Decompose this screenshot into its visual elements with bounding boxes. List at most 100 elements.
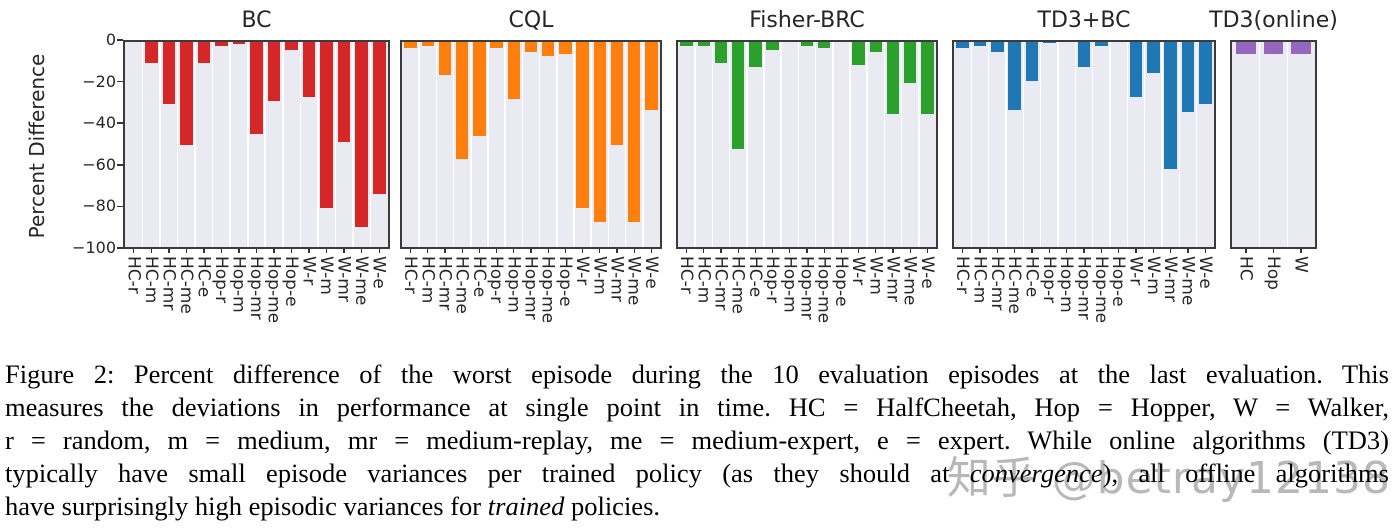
x-tick-mark	[185, 249, 188, 253]
gridline	[352, 42, 354, 247]
gridline	[1286, 42, 1289, 247]
caption-line-2: measures the deviations in performance a…	[5, 391, 1389, 424]
x-tick-mark	[892, 249, 894, 253]
panel-fisher-brc	[676, 40, 938, 249]
bar-hc-me	[732, 42, 745, 149]
bar-hop-mr	[1077, 42, 1091, 67]
y-tick-label: −60	[82, 154, 116, 174]
x-tick-mark	[564, 249, 567, 253]
gridline	[159, 42, 161, 247]
gridline	[866, 42, 868, 247]
gridline	[900, 42, 903, 247]
bar-hop-m	[507, 42, 520, 100]
x-tick-mark	[1065, 249, 1068, 253]
bar-w-m	[869, 42, 882, 53]
x-tick-mark	[840, 249, 843, 253]
x-tick-label: HC-me	[175, 256, 196, 314]
y-tick-label: −80	[82, 196, 116, 216]
x-tick-label: Hop-m	[1056, 256, 1077, 313]
gridline	[435, 42, 438, 247]
bar-hc	[1235, 42, 1256, 55]
x-tick-label: HC-e	[744, 256, 765, 298]
bar-w-e	[1199, 42, 1212, 104]
x-tick-mark	[427, 249, 429, 253]
x-tick-mark	[1135, 249, 1137, 253]
x-tick-label: W-mr	[606, 256, 627, 302]
x-tick-label: HC-e	[193, 256, 214, 298]
x-tick-label: W-r	[1125, 256, 1146, 286]
x-tick-label: W-r	[298, 256, 319, 286]
panel-title: TD3(online)	[1209, 8, 1338, 33]
x-tick-label: HC-r	[676, 256, 697, 294]
bar-hc-me	[1008, 42, 1021, 110]
bar-hc-e	[1025, 42, 1039, 81]
x-tick-label: HC-m	[969, 256, 990, 304]
x-tick-mark	[273, 249, 275, 253]
x-tick-mark	[633, 249, 635, 253]
bar-w-m	[1147, 42, 1160, 73]
caption-text: ), all offline algorithms	[1102, 458, 1389, 488]
panel-bc	[123, 40, 390, 249]
x-tick-mark	[685, 249, 688, 253]
bar-w-mr	[337, 42, 351, 143]
caption-italic-word: convergence	[969, 458, 1103, 488]
x-tick-label: W-r	[572, 256, 593, 286]
y-tick-mark	[117, 80, 123, 83]
gridline	[1195, 42, 1198, 247]
x-tick-mark	[133, 249, 135, 253]
gridline	[970, 42, 973, 247]
bar-hop-mr	[800, 42, 814, 47]
x-tick-label: Hop-e	[281, 256, 302, 307]
x-tick-mark	[409, 249, 412, 253]
gridline	[556, 42, 558, 247]
x-tick-mark	[1013, 249, 1016, 253]
x-tick-mark	[308, 249, 310, 253]
y-tick-label: −100	[72, 238, 116, 257]
bar-hop	[1263, 42, 1284, 55]
x-tick-mark	[703, 249, 705, 253]
x-tick-mark	[1048, 249, 1051, 253]
gridline	[487, 42, 489, 247]
bar-hop-r	[215, 42, 228, 47]
bar-hop-r	[766, 42, 779, 51]
x-tick-label: Hop	[1263, 256, 1283, 290]
y-tick-mark	[117, 122, 123, 124]
gridline	[194, 42, 196, 247]
gridline	[176, 42, 179, 247]
bar-hop-m	[232, 42, 246, 45]
x-tick-mark	[1300, 249, 1302, 253]
x-tick-label: Hop-me	[537, 256, 558, 324]
bar-w-me	[1181, 42, 1195, 112]
gridline	[141, 42, 144, 247]
caption-line-1: Figure 2: Percent difference of the wors…	[5, 358, 1389, 391]
gridline	[369, 42, 372, 247]
gridline	[504, 42, 506, 247]
gridline	[624, 42, 627, 247]
x-tick-label: Hop-mr	[1073, 256, 1094, 320]
x-tick-label: Hop-r	[1038, 256, 1059, 304]
x-tick-label: W-e	[1194, 256, 1215, 289]
x-tick-label: W-e	[640, 256, 661, 289]
bar-hc-me	[456, 42, 469, 159]
x-tick-label: W-r	[848, 256, 869, 286]
gridline	[538, 42, 541, 247]
bar-hc-r	[680, 42, 693, 47]
gridline	[1005, 42, 1007, 247]
gridline	[282, 42, 284, 247]
gridline	[1178, 42, 1181, 247]
x-tick-mark	[1245, 249, 1247, 253]
x-tick-mark	[1187, 249, 1189, 253]
gridline	[746, 42, 748, 247]
x-tick-label: W-m	[1142, 256, 1163, 295]
x-tick-mark	[979, 249, 981, 253]
x-tick-mark	[530, 249, 532, 253]
x-tick-mark	[1169, 249, 1172, 253]
x-tick-mark	[806, 249, 808, 253]
bar-hc-m	[697, 42, 710, 47]
bar-w-me	[628, 42, 641, 223]
x-tick-mark	[343, 249, 345, 253]
caption-line-4: typically have small episode variances p…	[5, 457, 1389, 490]
x-tick-mark	[1272, 249, 1275, 253]
x-tick-mark	[238, 249, 240, 253]
x-tick-label: W	[1290, 256, 1311, 273]
